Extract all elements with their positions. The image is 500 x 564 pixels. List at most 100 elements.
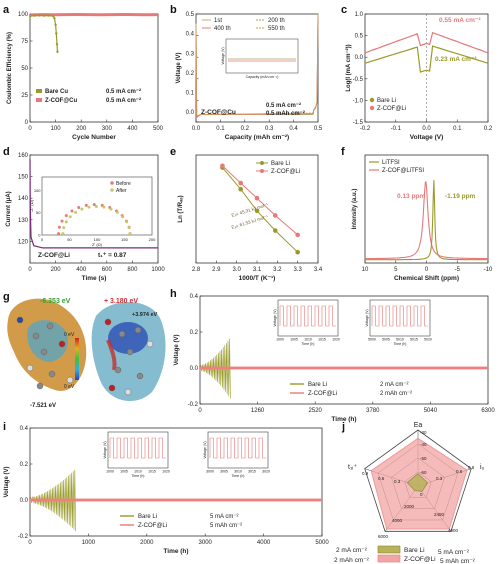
- panel-b-xlabel: Capacity (mAh cm⁻²): [225, 134, 289, 141]
- panel-e-legend-label: Z-COF@Li: [271, 169, 300, 175]
- panel-f-peak-zcof: 0.13 ppm: [397, 193, 425, 200]
- panel-d-series-label: Z-COF@Li: [38, 252, 70, 259]
- panel-b-ylabel: Voltage (V): [176, 53, 182, 84]
- panel-h-inset-xtick: 5000: [368, 338, 376, 342]
- panel-i-inset-xtick: 3010: [234, 470, 242, 474]
- panel-c-ylabel: Log(I (mA cm⁻²)): [345, 44, 352, 91]
- panel-b-legend-label: 550 th: [268, 26, 285, 32]
- panel-a-bare-point: [33, 14, 36, 17]
- panel-a-legend-swatch: [36, 89, 42, 93]
- panel-e-xtick-label: 3.1: [253, 267, 262, 273]
- panel-h-xtick-label: 0: [198, 408, 202, 414]
- panel-d-inset-point: [57, 232, 60, 236]
- panel-i-ylabel: Voltage (V): [4, 467, 10, 498]
- panel-b-curve: [195, 13, 319, 119]
- panel-label-a: a: [3, 4, 10, 16]
- panel-i-legend-note: 5 mAh cm⁻²: [210, 523, 242, 529]
- panel-f-legend-label: Z-COF@LiTFSI: [382, 168, 424, 174]
- panel-h-legend-note: 2 mA cm⁻²: [380, 382, 409, 388]
- panel-g-value: + 3.180 eV: [104, 298, 138, 305]
- panel-c-ytick-label: -1.0: [353, 98, 364, 104]
- panel-a-bare-point: [52, 14, 55, 18]
- panel-i-inset-xlabel: Time (h): [132, 474, 145, 478]
- panel-j-series-bare: [406, 473, 429, 492]
- panel-c-xtick-label: 0.2: [484, 126, 493, 132]
- panel-label-b: b: [170, 4, 177, 16]
- panel-j-legend-label: Bare Li: [404, 547, 425, 554]
- panel-j-tick-label: 0.8: [468, 465, 475, 470]
- panel-c-ytick-label: 0.0: [355, 55, 364, 61]
- panel-a-xtick-label: 300: [102, 126, 113, 132]
- panel-a-xtick-label: 400: [127, 126, 138, 132]
- panel-d-xtick-label: 600: [102, 267, 113, 273]
- panel-b-ytick-label: 0.1: [186, 91, 195, 97]
- panel-c-xlabel: Voltage (V): [410, 134, 443, 141]
- panel-g-atom: [118, 330, 126, 338]
- panel-h-inset-xtick: 5005: [382, 338, 390, 342]
- panel-b-xtick-label: 0.5: [314, 126, 323, 132]
- panel-g-atom: [114, 366, 122, 374]
- panel-i-inset-ylabel: Voltage (V): [103, 441, 107, 458]
- panel-h-xtick-label: 2520: [309, 408, 323, 414]
- panel-f-peak-bare: -1.19 ppm: [445, 193, 476, 200]
- panel-c-xtick-label: 0.1: [453, 126, 462, 132]
- panel-i-xtick-label: 3000: [199, 540, 213, 546]
- panel-d-inset-point: [64, 214, 68, 218]
- panel-a-ytick-label: 50: [21, 66, 28, 72]
- panel-a-bare-point: [42, 14, 46, 17]
- panel-h-ytick-label: -0.2: [188, 402, 199, 408]
- panel-g-esp-core-left: [27, 320, 69, 362]
- panel-i-inset-xtick: 1015: [148, 470, 156, 474]
- panel-g-esp-core-right: [108, 322, 148, 354]
- panel-b-inset-xlabel: Capacity (mAh cm⁻²): [246, 75, 279, 79]
- panel-d-xtick-label: 0: [28, 267, 32, 273]
- panel-d-inset-point: [70, 209, 74, 213]
- panel-g-atom: [46, 322, 54, 330]
- panel-i-ytick-label: 0.2: [20, 462, 29, 468]
- panel-d-inset-point: [87, 205, 91, 209]
- panel-h-xlabel: Time (h): [331, 416, 356, 423]
- panel-a-legend-label: Bare Cu: [45, 89, 68, 95]
- panel-h-frame: [199, 295, 489, 405]
- panel-j-tick-label: 6000: [378, 534, 389, 539]
- panel-a-xtick-label: 200: [76, 126, 87, 132]
- panel-j-axis-label: Ea: [414, 422, 423, 429]
- panel-e-fit-line: [222, 167, 299, 253]
- panel-d-inset-point: [115, 210, 119, 214]
- panel-f-xtick-label: 0: [425, 267, 429, 273]
- panel-h-inset-xlabel: Time (h): [302, 342, 315, 346]
- panel-h-inset-xlabel: Time (h): [394, 342, 407, 346]
- panel-d-inset-point: [74, 210, 78, 214]
- panel-d-transference: t₁⁺ = 0.87: [98, 252, 127, 259]
- panel-d-inset-point: [64, 220, 68, 224]
- panel-c-legend-marker: [369, 105, 375, 111]
- panel-a-ytick-label: 25: [21, 93, 28, 99]
- panel-i-series-zcof-band: [30, 498, 322, 502]
- panel-c-ytick-label: -0.5: [353, 77, 364, 83]
- panel-a-bare-point: [53, 17, 56, 20]
- panel-b-note: 0.5 mAh cm⁻²: [266, 110, 305, 117]
- panel-d-ytick-label: 120: [18, 239, 29, 245]
- panel-b-legend-label: 1st: [214, 18, 222, 24]
- panel-b-inset-frame: [225, 38, 299, 74]
- panel-d-ylabel: Current (μA): [6, 191, 12, 226]
- panel-a-bare-point: [47, 14, 50, 17]
- panel-i-frame: [29, 427, 323, 537]
- panel-j-tick-label: -50: [420, 456, 427, 461]
- panel-a-xtick-label: 0: [28, 126, 32, 132]
- panel-g-value: -6.353 eV: [40, 298, 71, 305]
- panel-h-ytick-label: 0.2: [190, 330, 199, 336]
- panel-f-series-bare-line: [365, 180, 488, 261]
- panel-d-inset-point: [102, 205, 106, 209]
- panel-e-xtick-label: 3.3: [293, 267, 302, 273]
- panel-j-tick-label: 0: [420, 492, 423, 497]
- panel-g-atom: [104, 318, 112, 326]
- panel-h-inset-xtick: 1005: [290, 338, 298, 342]
- panel-f-xtick-label: 10: [362, 267, 369, 273]
- panel-e-point: [295, 249, 300, 255]
- panel-d-inset-point: [109, 207, 113, 211]
- panel-h-xtick-label: 5040: [424, 408, 438, 414]
- panel-b-ytick-label: 0.3: [186, 51, 195, 57]
- panel-e-legend-marker: [260, 161, 264, 165]
- panel-b-inset-ylabel: Voltage (V): [221, 47, 225, 64]
